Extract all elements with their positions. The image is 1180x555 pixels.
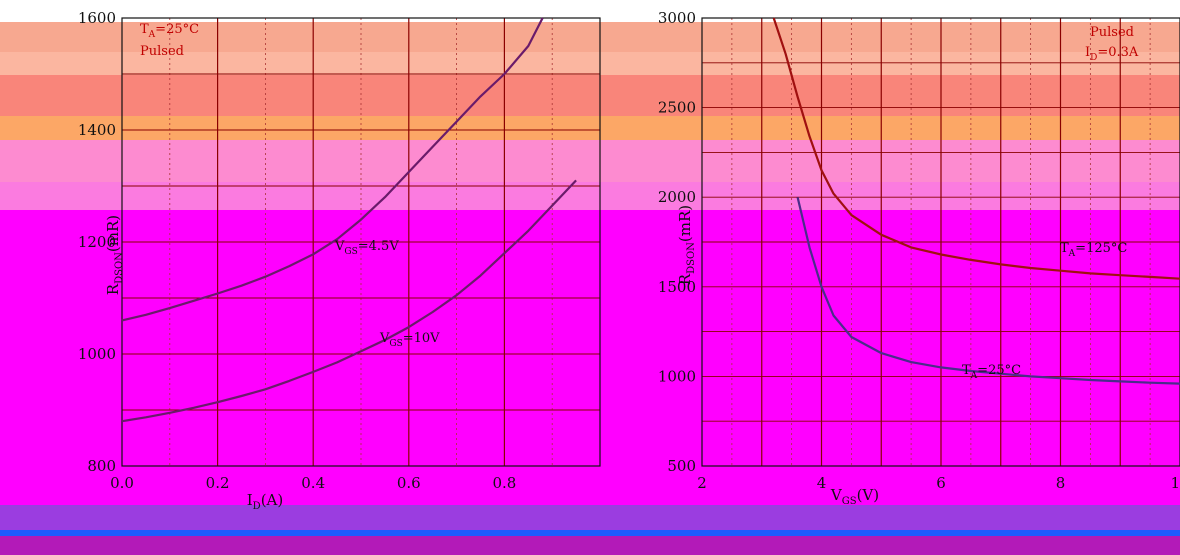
x-tick-label: 4 <box>817 474 827 492</box>
right-pulsed-annotation: Pulsed <box>1090 25 1134 40</box>
left-y-axis-label: RDSON(mR) <box>104 215 125 295</box>
x-tick-label: 8 <box>1056 474 1066 492</box>
vgs45-annotation: VGS=4.5V <box>334 239 399 257</box>
y-tick-label: 1500 <box>658 278 696 296</box>
y-tick-label: 2000 <box>658 188 696 206</box>
x-tick-label: 0.6 <box>397 474 421 492</box>
x-tick-label: 10 <box>1170 474 1180 492</box>
left-plot-frame <box>121 17 601 467</box>
right-x-axis-label: VGS(V) <box>830 486 879 507</box>
y-tick-label: 1400 <box>78 121 116 139</box>
t25-annotation: TA=25°C <box>962 363 1021 381</box>
series-line-2 <box>121 179 577 423</box>
x-tick-label: 0.2 <box>206 474 230 492</box>
x-tick-label: 6 <box>936 474 946 492</box>
y-tick-label: 500 <box>667 457 696 475</box>
left-grid <box>122 18 600 466</box>
y-tick-label: 1000 <box>78 345 116 363</box>
left-ta-annotation: TA=25°C <box>140 22 199 40</box>
y-tick-label: 800 <box>87 457 116 475</box>
t125-annotation: TA=125°C <box>1060 241 1127 259</box>
x-tick-label: 0.0 <box>110 474 134 492</box>
x-tick-label: 2 <box>697 474 707 492</box>
series-line-1 <box>772 17 1180 280</box>
right-plot-frame <box>701 17 1180 467</box>
y-tick-label: 2500 <box>658 99 696 117</box>
left-x-axis-label: ID(A) <box>247 491 284 512</box>
rdson-vs-id-chart: 0.0 0.2 0.4 0.6 0.8 800 1000 1200 1400 1600 ID(A)… <box>78 9 601 512</box>
left-pulsed-annotation: Pulsed <box>140 44 184 59</box>
right-series <box>772 17 1180 385</box>
y-tick-label: 1200 <box>78 233 116 251</box>
vgs10-annotation: VGS=10V <box>379 331 440 349</box>
y-tick-label: 1000 <box>658 367 696 385</box>
right-id-annotation: ID=0.3A <box>1085 45 1139 63</box>
right-y-axis-label: RDSON(mR) <box>676 205 697 285</box>
left-series <box>121 17 577 423</box>
right-grid <box>702 18 1180 466</box>
y-tick-label: 3000 <box>658 9 696 27</box>
series-line-2 <box>796 196 1180 385</box>
right-ticks: 2 4 6 8 10 500 1000 1500 2000 2500 3000 <box>658 9 1180 492</box>
x-tick-label: 0.4 <box>301 474 325 492</box>
y-tick-label: 1600 <box>78 9 116 27</box>
left-ticks: 0.0 0.2 0.4 0.6 0.8 800 1000 1200 1400 1600 <box>78 9 517 492</box>
series-line-1 <box>121 17 544 322</box>
rdson-vs-vgs-chart: 2 4 6 8 10 500 1000 1500 2000 2500 3000 VGS(V) RDS… <box>658 9 1180 507</box>
x-tick-label: 0.8 <box>492 474 516 492</box>
